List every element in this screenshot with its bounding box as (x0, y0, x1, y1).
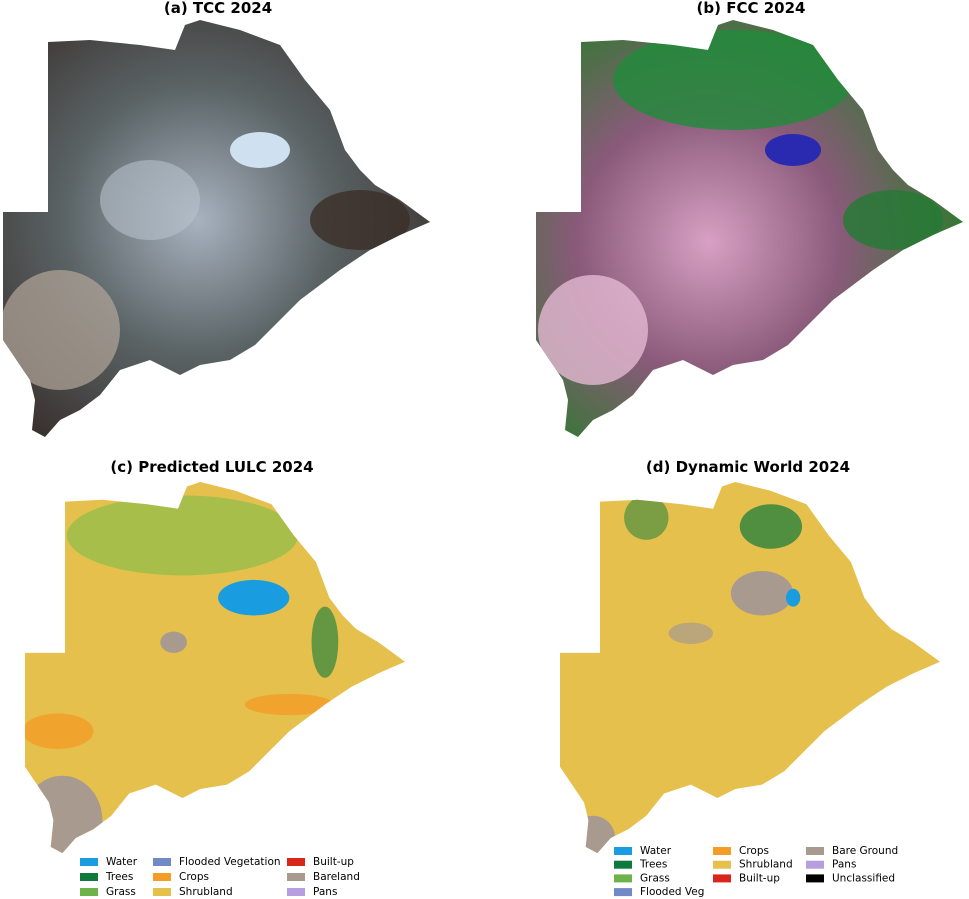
legend-swatch (80, 858, 98, 866)
legend-label: Water (640, 845, 672, 857)
map (559, 482, 940, 854)
panel-d-map (559, 482, 940, 854)
panel-b: (b) FCC 2024 (536, 0, 963, 437)
panel-title: (d) Dynamic World 2024 (646, 458, 850, 476)
legend-label: Trees (639, 859, 667, 871)
legend-swatch (80, 873, 98, 881)
panel-title: (a) TCC 2024 (164, 0, 272, 17)
legend-swatch (614, 888, 632, 897)
legend-swatch (614, 847, 632, 855)
panel-title: (b) FCC 2024 (697, 0, 806, 17)
legend-label: Water (106, 856, 138, 868)
legend-label: Trees (105, 871, 133, 883)
map (24, 482, 405, 854)
legend-swatch (153, 873, 171, 881)
legend-label: Built-up (739, 872, 780, 884)
legend-label: Pans (832, 859, 856, 871)
legend-label: Crops (179, 871, 209, 883)
legend-swatch (80, 888, 98, 896)
panel-c-map (24, 482, 405, 854)
legend-swatch (713, 874, 731, 883)
panel-title: (c) Predicted LULC 2024 (110, 458, 313, 476)
legend-swatch (153, 858, 171, 866)
legend-label: Built-up (313, 856, 354, 868)
legend-swatch (806, 847, 824, 855)
legend-swatch (713, 860, 731, 869)
legend-label: Flooded Vegetation (179, 856, 281, 868)
legend-label: Shrubland (179, 886, 233, 898)
legend-label: Shrubland (739, 859, 793, 871)
legend-swatch (806, 874, 824, 883)
legend-label: Bare Ground (832, 845, 898, 857)
legend-label: Grass (640, 872, 670, 884)
legend-label: Grass (106, 886, 136, 898)
legend-swatch (614, 860, 632, 869)
legend-swatch (287, 858, 305, 866)
legend-swatch (614, 874, 632, 883)
legend-label: Bareland (313, 871, 360, 883)
panel-a: (a) TCC 2024 (3, 0, 430, 437)
legend-swatch (153, 888, 171, 896)
map (3, 20, 430, 437)
legend-swatch (287, 888, 305, 896)
legend-label: Crops (739, 845, 769, 857)
legend-swatch (713, 847, 731, 855)
legend-swatch (806, 860, 824, 869)
legend-label: Pans (313, 886, 337, 898)
legend-label: Unclassified (832, 872, 895, 884)
legend-swatch (287, 873, 305, 881)
map (536, 20, 963, 437)
legend-label: Flooded Veg (640, 886, 704, 898)
